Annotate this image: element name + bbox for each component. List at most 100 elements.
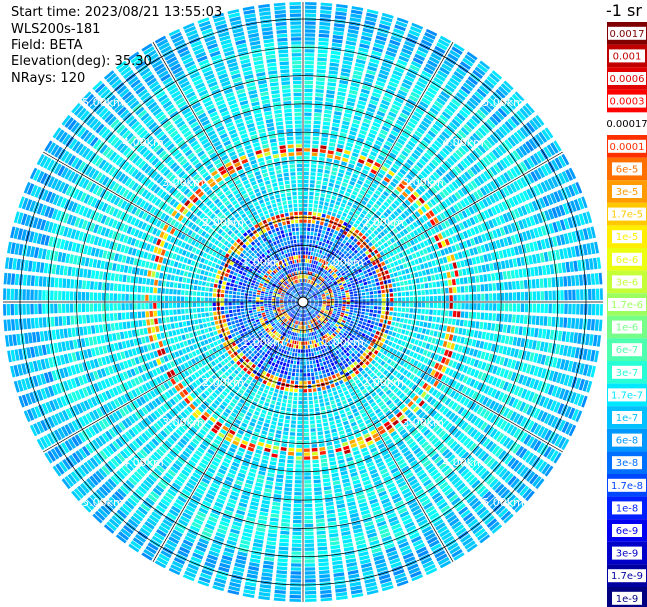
- beta-cell: [304, 76, 314, 81]
- beta-cell: [332, 480, 341, 486]
- beta-cell: [369, 324, 374, 329]
- beta-cell: [566, 346, 573, 357]
- beta-cell: [380, 65, 391, 72]
- beta-cell: [446, 342, 452, 349]
- beta-cell: [318, 296, 322, 298]
- beta-cell: [420, 139, 429, 148]
- beta-cell: [367, 319, 372, 324]
- beta-cell: [491, 218, 498, 227]
- beta-cell: [405, 143, 414, 151]
- beta-cell: [319, 267, 323, 271]
- beta-cell: [348, 25, 360, 31]
- beta-cell: [494, 204, 501, 214]
- beta-cell: [579, 318, 584, 330]
- beta-cell: [482, 103, 492, 113]
- beta-cell: [306, 333, 309, 337]
- beta-cell: [567, 232, 574, 244]
- beta-cell: [324, 202, 329, 207]
- beta-cell: [369, 257, 375, 262]
- beta-cell: [456, 112, 466, 122]
- beta-cell: [520, 177, 528, 188]
- beta-cell: [390, 166, 398, 174]
- beta-cell: [281, 514, 291, 519]
- beta-cell: [359, 249, 364, 255]
- beta-cell: [315, 81, 325, 86]
- beta-cell: [312, 140, 319, 145]
- beta-cell: [347, 274, 352, 279]
- beta-cell: [448, 101, 459, 110]
- beta-cell: [288, 451, 295, 456]
- beta-cell: [561, 262, 567, 273]
- beta-cell: [592, 334, 598, 347]
- beta-cell: [431, 323, 436, 329]
- beta-cell: [366, 277, 370, 281]
- beta-cell: [499, 405, 507, 416]
- beta-cell: [406, 173, 413, 181]
- beta-cell: [346, 328, 351, 332]
- beta-cell: [444, 229, 451, 237]
- beta-cell: [318, 229, 322, 233]
- beta-cell: [435, 324, 440, 330]
- beta-cell: [324, 169, 330, 174]
- beta-cell: [478, 200, 486, 209]
- beta-cell: [365, 179, 372, 185]
- beta-cell: [440, 249, 446, 256]
- beta-cell: [334, 415, 340, 420]
- beta-cell: [361, 325, 366, 329]
- beta-cell: [453, 303, 457, 309]
- beta-cell: [377, 154, 385, 161]
- beta-cell: [324, 266, 328, 270]
- beta-cell: [267, 472, 275, 478]
- beta-cell: [398, 323, 403, 328]
- beta-cell: [346, 265, 351, 270]
- beta-cell: [406, 226, 412, 233]
- beta-cell: [455, 372, 462, 380]
- beta-cell: [544, 238, 550, 249]
- beta-cell: [414, 53, 426, 62]
- beta-cell: [326, 90, 335, 95]
- beta-cell: [447, 80, 458, 90]
- beta-cell: [379, 129, 388, 136]
- beta-cell: [489, 263, 494, 271]
- beta-cell: [340, 312, 345, 315]
- beta-cell: [328, 529, 338, 534]
- beta-cell: [359, 349, 364, 355]
- beta-cell: [555, 387, 562, 398]
- beta-cell: [303, 333, 305, 337]
- beta-cell: [379, 183, 386, 190]
- beta-cell: [305, 2, 317, 6]
- beta-cell: [522, 231, 528, 241]
- beta-cell: [340, 351, 345, 356]
- beta-cell: [555, 344, 561, 355]
- beta-cell: [391, 321, 396, 326]
- beta-cell: [291, 416, 297, 420]
- beta-cell: [289, 436, 295, 440]
- beta-cell: [354, 319, 359, 323]
- beta-cell: [429, 83, 440, 92]
- beta-cell: [356, 252, 361, 257]
- beta-cell: [321, 251, 325, 255]
- beta-cell: [277, 558, 288, 563]
- beta-cell: [547, 342, 553, 353]
- beta-cell: [422, 214, 429, 222]
- beta-cell: [308, 203, 313, 208]
- beta-cell: [304, 144, 311, 148]
- beta-cell: [323, 275, 327, 279]
- beta-cell: [449, 206, 457, 214]
- beta-cell: [466, 218, 472, 227]
- beta-cell: [304, 456, 311, 460]
- beta-cell: [416, 243, 422, 250]
- beta-cell: [303, 381, 307, 385]
- beta-cell: [553, 140, 563, 152]
- beta-cell: [356, 352, 361, 358]
- beta-cell: [469, 303, 473, 310]
- beta-cell: [517, 245, 523, 255]
- beta-cell: [483, 274, 488, 282]
- beta-cell: [322, 306, 326, 308]
- beta-cell: [528, 138, 538, 150]
- beta-cell: [392, 70, 403, 77]
- beta-cell: [425, 90, 435, 99]
- beta-cell: [537, 167, 546, 178]
- beta-cell: [319, 250, 323, 254]
- beta-cell: [469, 135, 479, 145]
